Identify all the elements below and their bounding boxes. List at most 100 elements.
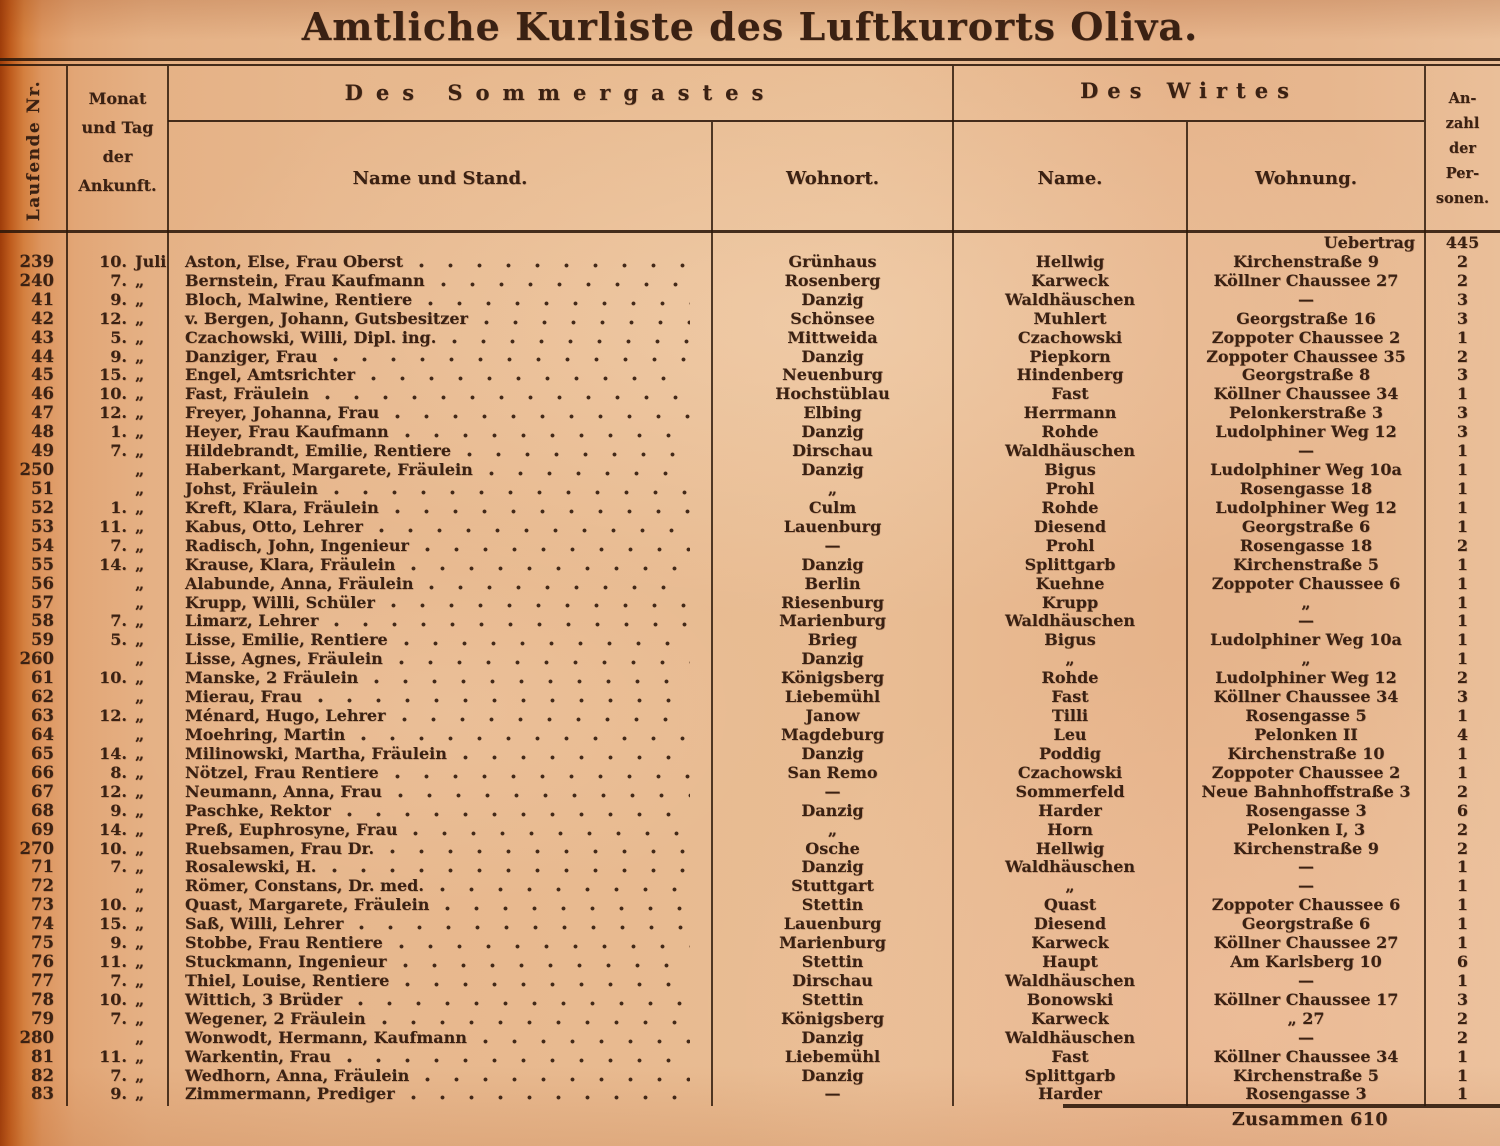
cell-name-stand: Krupp, Willi, Schüler [168, 593, 712, 613]
arrival-day: 11. [99, 516, 127, 536]
dot-leader [347, 1057, 690, 1063]
cell-wirt-name: Hellwig [1035, 838, 1105, 858]
cell-wirt-name: Waldhäuschen [1004, 611, 1136, 631]
cell-wohnort: Dirschau [792, 970, 873, 990]
arrival-day: 11. [99, 1046, 127, 1066]
arrival-month: „ [135, 1008, 145, 1028]
cell-name-stand: Manske, 2 Fräulein [168, 668, 712, 688]
header-line: und Tag [81, 118, 154, 137]
cell-wirt-name: Hellwig [1035, 251, 1105, 271]
cell-name-stand: Kabus, Otto, Lehrer [168, 517, 712, 537]
dot-leader [411, 565, 690, 571]
cell-laufende-nr: 57 [31, 592, 54, 612]
table-row: 71 7. „ Rosalewski, H. Danzig Waldhäusch… [0, 857, 1500, 877]
cell-wohnung: Zoppoter Chaussee 2 [1211, 762, 1401, 782]
guest-name: Wonwodt, Hermann, Kaufmann [185, 1027, 467, 1047]
cell-wirt-name: Czachowski [1017, 762, 1123, 782]
cell-wohnung: Rosengasse 3 [1245, 1084, 1367, 1104]
arrival-day: 10. [99, 895, 127, 915]
cell-arrival: 7. „ [67, 970, 168, 991]
table-row: 58 7. „ Limarz, Lehrer Marienburg Waldhä… [0, 612, 1500, 631]
cell-wohnung: Pelonkerstraße 3 [1228, 403, 1384, 423]
table-row: 59 5. „ Lisse, Emilie, Rentiere Brieg Bi… [0, 630, 1500, 650]
cell-wohnort: Danzig [801, 289, 864, 309]
arrival-month: „ [135, 706, 145, 726]
cell-wohnung: Kirchenstraße 9 [1233, 838, 1379, 858]
arrival-day [67, 726, 127, 745]
table-row: 74 15. „ Saß, Willi, Lehrer Lauenburg Di… [0, 914, 1500, 934]
cell-laufende-nr: 280 [19, 1027, 54, 1047]
cell-wirt-name: „ [1065, 649, 1075, 669]
arrival-day: 10. [99, 668, 127, 688]
cell-arrival: 7. „ [67, 1066, 168, 1086]
cell-arrival: 10. „ [67, 668, 168, 688]
arrival-day: 1. [110, 497, 127, 517]
cell-laufende-nr: 54 [31, 535, 54, 555]
cell-arrival: „ [67, 725, 168, 745]
cell-name-stand: Limarz, Lehrer [168, 612, 712, 631]
table-row: 75 9. „ Stobbe, Frau Rentiere Marienburg… [0, 933, 1500, 953]
cell-wohnort: „ [827, 819, 838, 839]
dot-leader [332, 868, 690, 874]
cell-wohnung: Zoppoter Chaussee 6 [1211, 573, 1401, 593]
cell-laufende-nr: 75 [31, 933, 54, 953]
cell-name-stand: Danziger, Frau [168, 347, 712, 367]
cell-anzahl: 1 [1456, 1065, 1469, 1085]
cell-wirt-name: Horn [1047, 819, 1093, 839]
cell-wohnort: San Remo [787, 762, 878, 782]
table-row: 64 „ Moehring, Martin Magdeburg Leu Pelo… [0, 724, 1500, 745]
dot-leader [404, 433, 690, 439]
cell-anzahl: 1 [1456, 327, 1469, 347]
cell-wirt-name: Leu [1053, 724, 1087, 744]
dot-leader [395, 414, 690, 420]
cell-name-stand: Rosalewski, H. [168, 857, 712, 877]
cell-name-stand: Wonwodt, Hermann, Kaufmann [168, 1027, 712, 1048]
cell-anzahl: 3 [1456, 687, 1469, 707]
guest-name: Czachowski, Willi, Dipl. ing. [185, 327, 437, 347]
cell-anzahl: 1 [1456, 1084, 1469, 1104]
cell-wirt-name: Fast [1051, 384, 1089, 404]
cell-wohnort: — [824, 781, 841, 801]
dot-leader [413, 830, 690, 836]
arrival-day: 11. [99, 952, 127, 972]
cell-wirt-name: Rohde [1041, 668, 1099, 688]
cell-laufende-nr: 42 [31, 308, 54, 328]
cell-arrival: 11. „ [67, 952, 168, 972]
column-header-wohnort: Wohnort. [786, 168, 879, 189]
cell-wohnort: Danzig [801, 422, 864, 442]
table-row: 53 11. „ Kabus, Otto, Lehrer Lauenburg D… [0, 516, 1500, 537]
cell-laufende-nr: 48 [31, 422, 54, 442]
cell-name-stand: Bloch, Malwine, Rentiere [168, 290, 712, 310]
table-row: 54 7. „ Radisch, John, Ingenieur — Prohl… [0, 535, 1500, 556]
cell-arrival: „ [67, 687, 168, 707]
table-row: 68 9. „ Paschke, Rektor Danzig Harder Ro… [0, 800, 1500, 821]
column-header-laufende-nr: Laufende Nr. [0, 72, 67, 230]
arrival-month: „ [135, 668, 145, 688]
cell-laufende-nr: 72 [31, 876, 54, 896]
cell-wohnort: Hochstüblau [775, 384, 890, 404]
cell-laufende-nr: 78 [31, 989, 54, 1009]
cell-name-stand: Quast, Margarete, Fräulein [168, 895, 712, 915]
cell-laufende-nr: 77 [31, 970, 54, 990]
cell-wohnort: — [824, 1084, 841, 1104]
cell-wohnung: Rosengasse 5 [1245, 706, 1367, 726]
divider-monat-name [167, 66, 169, 1106]
table-row: 65 14. „ Milinowski, Martha, Fräulein Da… [0, 743, 1500, 764]
cell-name-stand: Alabunde, Anna, Fräulein [168, 574, 712, 594]
arrival-month: „ [135, 743, 145, 763]
guest-name: Mierau, Frau [185, 687, 303, 707]
cell-anzahl: 1 [1456, 857, 1469, 877]
cell-anzahl: 1 [1456, 895, 1469, 915]
arrival-month: „ [135, 403, 145, 423]
cell-anzahl: 3 [1456, 289, 1469, 309]
cell-arrival: 10. Juli [67, 252, 168, 272]
arrival-day [67, 1029, 127, 1048]
cell-laufende-nr: 49 [31, 441, 54, 461]
dot-leader [428, 300, 690, 306]
cell-wohnung: Zoppoter Chaussee 35 [1206, 346, 1406, 366]
arrival-month: „ [135, 800, 145, 820]
cell-name-stand: Neumann, Anna, Frau [168, 782, 712, 802]
cell-laufende-nr: 56 [31, 573, 54, 593]
arrival-day: 9. [110, 1084, 127, 1104]
arrival-month: „ [135, 970, 145, 990]
